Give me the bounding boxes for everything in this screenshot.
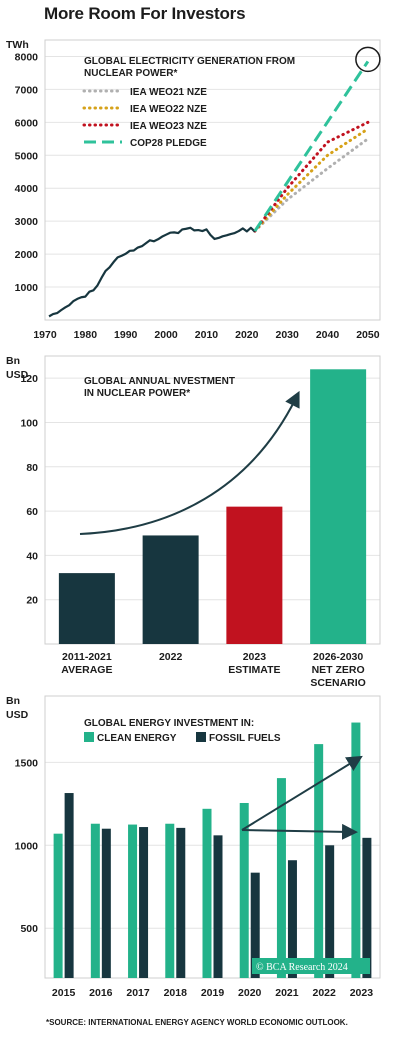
category-label: NET ZERO xyxy=(312,664,365,676)
y-tick-label: 3000 xyxy=(15,216,39,228)
x-tick-label: 1970 xyxy=(33,329,57,341)
y-unit-label-1: Bn xyxy=(6,695,20,707)
chart-title-line-1: GLOBAL ANNUAL NVESTMENT xyxy=(84,376,235,387)
legend-label: COP28 PLEDGE xyxy=(130,138,207,149)
y-tick-label: 5000 xyxy=(15,150,39,162)
legend-label: CLEAN ENERGY xyxy=(97,733,177,744)
y-tick-label: 8000 xyxy=(15,51,39,63)
bar-clean-energy xyxy=(239,802,249,978)
legend-label: FOSSIL FUELS xyxy=(209,733,281,744)
x-tick-label: 1980 xyxy=(74,329,98,341)
category-label: 2022 xyxy=(312,987,336,999)
nuclear-generation-chart: TWh 1000 2000 3000 4000 5000 6000 7000 8000 197… xyxy=(6,39,381,341)
bar-clean-energy xyxy=(276,778,286,978)
bar-fossil-fuels xyxy=(176,827,186,978)
y-tick-label: 1000 xyxy=(15,840,39,852)
category-label: 2023 xyxy=(350,987,374,999)
category-label: 2023 xyxy=(243,651,267,663)
bar-clean-energy xyxy=(202,808,212,978)
category-label: 2015 xyxy=(52,987,76,999)
chart-title-line-2: IN NUCLEAR POWER* xyxy=(84,388,190,399)
y-unit-label-1: Bn xyxy=(6,355,20,367)
growth-arrow xyxy=(79,390,300,535)
category-label: 2016 xyxy=(89,987,113,999)
legend-swatch xyxy=(196,732,206,742)
bar-clean-energy xyxy=(314,744,324,978)
y-tick-label: 80 xyxy=(26,462,38,474)
bar-clean-energy xyxy=(53,833,63,978)
bar xyxy=(310,369,367,644)
legend-label: IEA WEO22 NZE xyxy=(130,104,207,115)
legend-label: IEA WEO23 NZE xyxy=(130,121,207,132)
category-label: 2017 xyxy=(126,987,150,999)
bar-fossil-fuels xyxy=(362,837,372,978)
category-label: 2020 xyxy=(238,987,262,999)
category-label: SCENARIO xyxy=(310,677,365,689)
legend-label: IEA WEO21 NZE xyxy=(130,87,207,98)
y-tick-label: 40 xyxy=(26,550,38,562)
x-tick-label: 2000 xyxy=(154,329,178,341)
bar-clean-energy xyxy=(351,722,361,978)
category-label: 2021 xyxy=(275,987,299,999)
x-tick-label: 2020 xyxy=(235,329,259,341)
page-title: More Room For Investors xyxy=(44,4,246,23)
bar-fossil-fuels xyxy=(325,845,335,978)
category-label: 2011-2021 xyxy=(62,651,112,663)
x-tick-label: 2040 xyxy=(316,329,340,341)
watermark-bg xyxy=(252,958,370,974)
y-tick-label: 100 xyxy=(20,417,38,429)
category-label: 2018 xyxy=(164,987,188,999)
category-label: 2022 xyxy=(159,651,183,663)
bar xyxy=(226,506,283,644)
y-tick-label: 6000 xyxy=(15,117,39,129)
y-tick-label: 1000 xyxy=(15,282,39,294)
bar-fossil-fuels xyxy=(101,828,111,978)
bar-clean-energy xyxy=(128,824,138,978)
watermark: © BCA Research 2024 xyxy=(256,962,348,973)
bar-fossil-fuels xyxy=(287,860,297,978)
y-unit-label-2: USD xyxy=(6,369,29,381)
y-tick-label: 60 xyxy=(26,506,38,518)
y-tick-label: 7000 xyxy=(15,84,39,96)
y-unit-label: TWh xyxy=(6,39,29,51)
category-label: AVERAGE xyxy=(61,664,112,676)
y-tick-label: 20 xyxy=(26,595,38,607)
series-line-cop28-pledge xyxy=(253,60,370,232)
bar-fossil-fuels xyxy=(213,835,223,978)
y-tick-label: 4000 xyxy=(15,183,39,195)
y-tick-label: 120 xyxy=(20,373,38,385)
legend-swatch xyxy=(84,732,94,742)
x-tick-label: 2030 xyxy=(275,329,299,341)
highlight-circle xyxy=(355,46,381,73)
category-label: 2019 xyxy=(201,987,225,999)
chart-title-line-1: GLOBAL ELECTRICITY GENERATION FROM xyxy=(84,56,295,67)
clean-growth-arrow xyxy=(241,755,363,831)
series-line-iea-weo23-nze xyxy=(253,120,370,233)
y-unit-label-2: USD xyxy=(6,709,29,721)
fossil-flat-arrow xyxy=(241,823,358,840)
chart-title: GLOBAL ENERGY INVESTMENT IN: xyxy=(84,718,254,729)
x-tick-label: 2010 xyxy=(195,329,219,341)
y-tick-label: 1500 xyxy=(15,757,39,769)
bar-clean-energy xyxy=(90,823,100,978)
bar xyxy=(58,573,115,644)
category-label: 2026-2030 xyxy=(313,651,363,663)
bar-fossil-fuels xyxy=(139,827,149,978)
source-note: *SOURCE: INTERNATIONAL ENERGY AGENCY WOR… xyxy=(46,1018,348,1027)
category-label: ESTIMATE xyxy=(228,664,280,676)
energy-investment-chart: Bn USD 500 1000 1500 2015 2016 2017 2018 2019 2… xyxy=(6,695,381,999)
x-tick-label: 2050 xyxy=(356,329,380,341)
y-tick-label: 500 xyxy=(20,923,38,935)
series-line-historical xyxy=(48,226,256,318)
series-line-iea-weo22-nze xyxy=(253,127,370,233)
bar-fossil-fuels xyxy=(250,872,260,978)
bar-fossil-fuels xyxy=(64,793,74,978)
chart-title-line-2: NUCLEAR POWER* xyxy=(84,68,177,79)
series-line-iea-weo21-nze xyxy=(253,137,370,233)
y-tick-label: 2000 xyxy=(15,249,39,261)
bar xyxy=(142,535,199,644)
x-tick-label: 1990 xyxy=(114,329,138,341)
bar-clean-energy xyxy=(165,823,175,978)
